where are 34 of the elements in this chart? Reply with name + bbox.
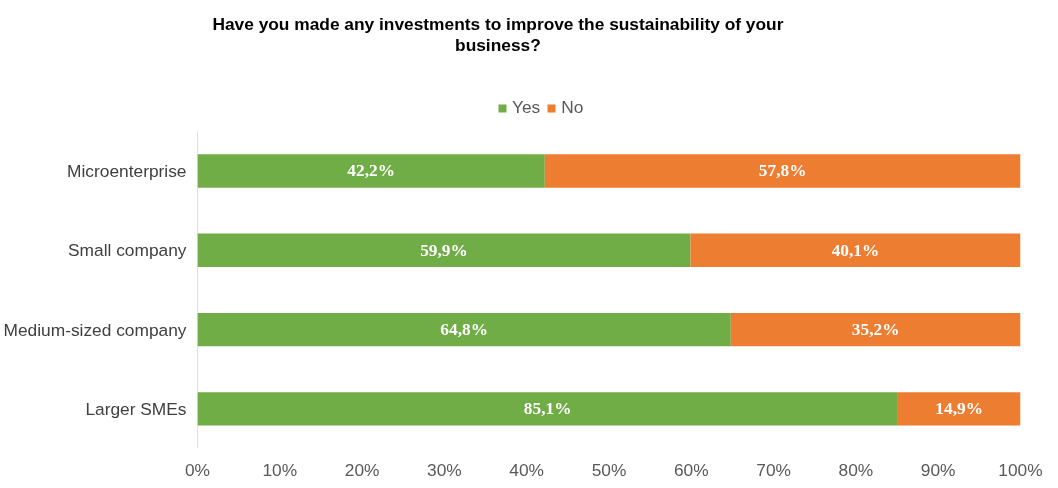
x-tick-label: 20% — [344, 459, 380, 480]
x-tick-label: 70% — [756, 459, 791, 480]
x-tick-label: 10% — [262, 459, 298, 480]
x-tick-label: 0% — [184, 459, 211, 480]
data-label: 64,8% — [440, 320, 488, 340]
bar — [197, 392, 898, 426]
x-tick-label: 90% — [920, 459, 956, 480]
x-tick-label: 60% — [673, 459, 709, 480]
y-tick-label: Small company — [68, 240, 187, 261]
bar — [544, 154, 1021, 188]
legend-label: No — [561, 97, 584, 118]
y-tick-label: Microenterprise — [67, 160, 187, 181]
bar — [197, 154, 545, 188]
x-tick-label: 100% — [998, 459, 1043, 480]
data-label: 57,8% — [758, 161, 807, 181]
legend-label: Yes — [512, 97, 541, 118]
chart-title: Have you made any investments to improve the sustainability of your business? — [212, 14, 784, 55]
data-label: 59,9% — [420, 240, 468, 260]
data-label: 42,2% — [347, 161, 395, 181]
data-label: 40,1% — [831, 240, 880, 260]
data-label: 14,9% — [935, 399, 984, 419]
bar — [690, 233, 1021, 267]
bar — [197, 312, 731, 347]
x-tick-label: 30% — [427, 459, 462, 480]
y-tick-label: Medium-sized company — [3, 319, 187, 340]
bar — [730, 312, 1021, 347]
x-tick-label: 50% — [591, 459, 627, 480]
data-label: 35,2% — [851, 320, 900, 340]
x-tick-label: 80% — [838, 459, 874, 480]
bar — [197, 233, 691, 267]
x-tick-label: 40% — [509, 459, 545, 480]
bar — [897, 392, 1021, 426]
y-tick-label: Larger SMEs — [85, 398, 187, 419]
data-label: 85,1% — [523, 399, 572, 419]
